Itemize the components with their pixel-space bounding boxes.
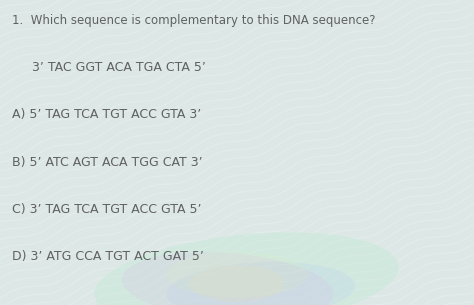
Text: A) 5’ TAG TCA TGT ACC GTA 3’: A) 5’ TAG TCA TGT ACC GTA 3’: [12, 108, 201, 121]
Text: 3’ TAC GGT ACA TGA CTA 5’: 3’ TAC GGT ACA TGA CTA 5’: [12, 61, 206, 74]
Ellipse shape: [166, 252, 308, 297]
Ellipse shape: [122, 252, 333, 305]
Text: B) 5’ ATC AGT ACA TGG CAT 3’: B) 5’ ATC AGT ACA TGG CAT 3’: [12, 156, 202, 169]
Ellipse shape: [190, 265, 284, 302]
Text: D) 3’ ATG CCA TGT ACT GAT 5’: D) 3’ ATG CCA TGT ACT GAT 5’: [12, 250, 204, 263]
Ellipse shape: [94, 232, 399, 305]
Text: C) 3’ TAG TCA TGT ACC GTA 5’: C) 3’ TAG TCA TGT ACC GTA 5’: [12, 203, 201, 216]
Text: 1.  Which sequence is complementary to this DNA sequence?: 1. Which sequence is complementary to th…: [12, 14, 375, 27]
Ellipse shape: [166, 262, 355, 305]
